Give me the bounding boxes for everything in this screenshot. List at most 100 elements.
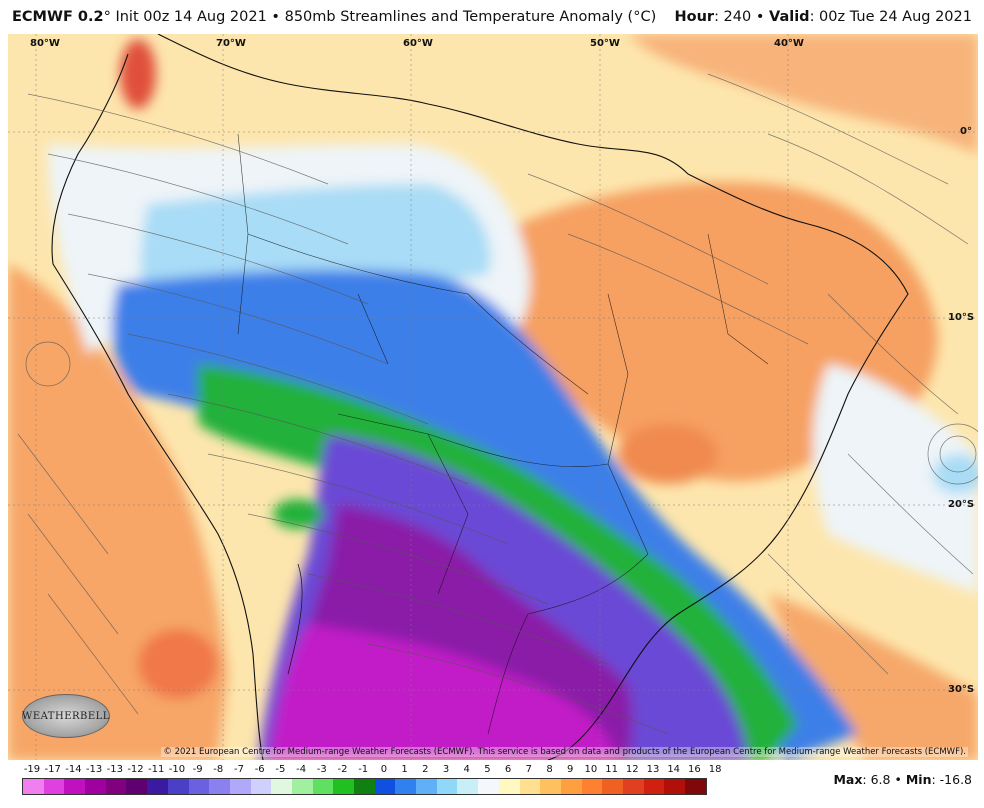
colorbar-labels: -19 -17 -14 -13 -13 -12 -11 -10 -9 -8 -7 -6 -5 -4 -3 -2… bbox=[22, 764, 722, 778]
colorbar-swatch bbox=[602, 779, 623, 794]
colorbar-swatch bbox=[64, 779, 86, 794]
colorbar-swatch bbox=[188, 779, 210, 794]
colorbar-swatch bbox=[167, 779, 189, 794]
colorbar-swatch bbox=[250, 779, 272, 794]
colorbar-tick-label: 10 bbox=[584, 764, 598, 775]
colorbar-tick-label: -19 bbox=[23, 764, 41, 775]
colorbar-swatch bbox=[622, 779, 644, 794]
colorbar-tick-label: -2 bbox=[337, 764, 348, 775]
lon-label-80w: 80°W bbox=[30, 38, 60, 49]
colorbar-tick-label: -12 bbox=[127, 764, 144, 775]
colorbar-tick-label: 13 bbox=[646, 764, 660, 775]
colorbar-tick-label: -5 bbox=[275, 764, 286, 775]
header-left: ECMWF 0.2° Init 00z 14 Aug 2021 • 850mb … bbox=[12, 9, 656, 25]
lon-label-60w: 60°W bbox=[403, 38, 433, 49]
header-right: Hour: 240 • Valid: 00z Tue 24 Aug 2021 bbox=[674, 9, 972, 25]
colorbar-tick-label: 16 bbox=[688, 764, 701, 775]
colorbar-tick-label: 6 bbox=[504, 764, 512, 775]
colorbar-swatch bbox=[540, 779, 561, 794]
colorbar-tick-label: 2 bbox=[422, 764, 429, 775]
anomaly-field bbox=[8, 34, 978, 760]
colorbar-swatch bbox=[312, 779, 334, 794]
lon-label-50w: 50°W bbox=[590, 38, 620, 49]
colorbar-tick-label: -8 bbox=[213, 764, 224, 775]
colorbar-tick-label: -17 bbox=[44, 764, 61, 775]
colorbar-tick-label: 3 bbox=[442, 764, 450, 775]
max-value: : 6.8 bbox=[862, 772, 891, 787]
header-bullet-2: • bbox=[755, 9, 765, 25]
colorbar-tick-label: -14 bbox=[65, 764, 82, 775]
colorbar-swatch bbox=[416, 779, 437, 794]
colorbar-tick-label: 18 bbox=[708, 764, 722, 775]
colorbar-swatch bbox=[126, 779, 148, 794]
colorbar-swatch bbox=[519, 779, 541, 794]
colorbar-tick-label: 12 bbox=[625, 764, 639, 775]
colorbar-swatch bbox=[147, 779, 168, 794]
weatherbell-logo: WEATHERBELL bbox=[22, 694, 110, 738]
map-header: ECMWF 0.2° Init 00z 14 Aug 2021 • 850mb … bbox=[0, 0, 984, 34]
colorbar-swatch bbox=[478, 779, 499, 794]
model-degree: ° bbox=[103, 9, 111, 25]
lat-label-10s: 10°S bbox=[948, 312, 975, 323]
streamlines bbox=[17, 73, 978, 735]
temperature-anomaly-map: 80°W 70°W 60°W 50°W 40°W 0° 10°S 20°S 30… bbox=[8, 34, 978, 760]
colorbar-swatch bbox=[498, 779, 520, 794]
colorbar-swatch bbox=[23, 779, 44, 794]
colorbar-tick-label: -1 bbox=[358, 764, 369, 775]
hour-value: : 240 bbox=[714, 9, 752, 25]
colorbar-swatch bbox=[374, 779, 396, 794]
colorbar bbox=[22, 778, 707, 795]
colorbar-swatch bbox=[333, 779, 354, 794]
colorbar-swatch bbox=[85, 779, 106, 794]
lat-label-30s: 30°S bbox=[948, 684, 975, 695]
colorbar-swatch bbox=[685, 779, 706, 794]
colorbar-tick-label: 7 bbox=[525, 764, 532, 775]
lon-label-70w: 70°W bbox=[216, 38, 246, 49]
min-label: Min bbox=[905, 772, 932, 787]
colorbar-swatch bbox=[43, 779, 65, 794]
colorbar-tick-label: -7 bbox=[234, 764, 244, 775]
colorbar-swatch bbox=[664, 779, 685, 794]
max-min-separator: • bbox=[894, 772, 902, 787]
hour-label: Hour bbox=[674, 9, 715, 25]
colorbar-swatch bbox=[209, 779, 230, 794]
colorbar-tick-label: 8 bbox=[546, 764, 553, 775]
colorbar-swatch bbox=[229, 779, 251, 794]
colorbar-swatch bbox=[457, 779, 479, 794]
colorbar-swatch bbox=[354, 779, 375, 794]
logo-text: WEATHERBELL bbox=[22, 710, 110, 722]
colorbar-tick-label: -10 bbox=[168, 764, 186, 775]
min-value: : -16.8 bbox=[931, 772, 972, 787]
lat-label-0: 0° bbox=[960, 126, 972, 137]
lat-label-20s: 20°S bbox=[948, 499, 975, 510]
colorbar-swatch bbox=[105, 779, 127, 794]
coastlines bbox=[51, 34, 909, 760]
colorbar-tick-label: -13 bbox=[106, 764, 123, 775]
valid-value: : 00z Tue 24 Aug 2021 bbox=[809, 9, 972, 25]
colorbar-swatch bbox=[271, 779, 292, 794]
copyright-notice: © 2021 European Centre for Medium-range … bbox=[161, 747, 968, 757]
colorbar-tick-label: 4 bbox=[463, 764, 470, 775]
colorbar-tick-label: -9 bbox=[192, 764, 203, 775]
colorbar-swatch bbox=[291, 779, 313, 794]
state-borders bbox=[237, 133, 769, 735]
init-time: Init 00z 14 Aug 2021 bbox=[115, 9, 267, 25]
colorbar-swatch bbox=[643, 779, 665, 794]
max-min-readout: Max: 6.8 • Min: -16.8 bbox=[833, 772, 972, 787]
map-svg bbox=[8, 34, 978, 760]
valid-label: Valid bbox=[769, 9, 810, 25]
colorbar-swatch bbox=[560, 779, 582, 794]
colorbar-tick-label: -3 bbox=[316, 764, 327, 775]
graticule bbox=[8, 34, 978, 760]
colorbar-tick-label: 9 bbox=[567, 764, 574, 775]
colorbar-tick-label: 11 bbox=[605, 764, 618, 775]
colorbar-tick-label: 5 bbox=[484, 764, 491, 775]
colorbar-tick-label: 14 bbox=[667, 764, 681, 775]
max-label: Max bbox=[833, 772, 863, 787]
colorbar-swatch bbox=[436, 779, 458, 794]
model-name: ECMWF 0.2 bbox=[12, 9, 104, 25]
header-bullet: • bbox=[271, 9, 280, 25]
colorbar-tick-label: 0 bbox=[380, 764, 388, 775]
colorbar-swatch bbox=[581, 779, 603, 794]
colorbar-swatch bbox=[395, 779, 417, 794]
